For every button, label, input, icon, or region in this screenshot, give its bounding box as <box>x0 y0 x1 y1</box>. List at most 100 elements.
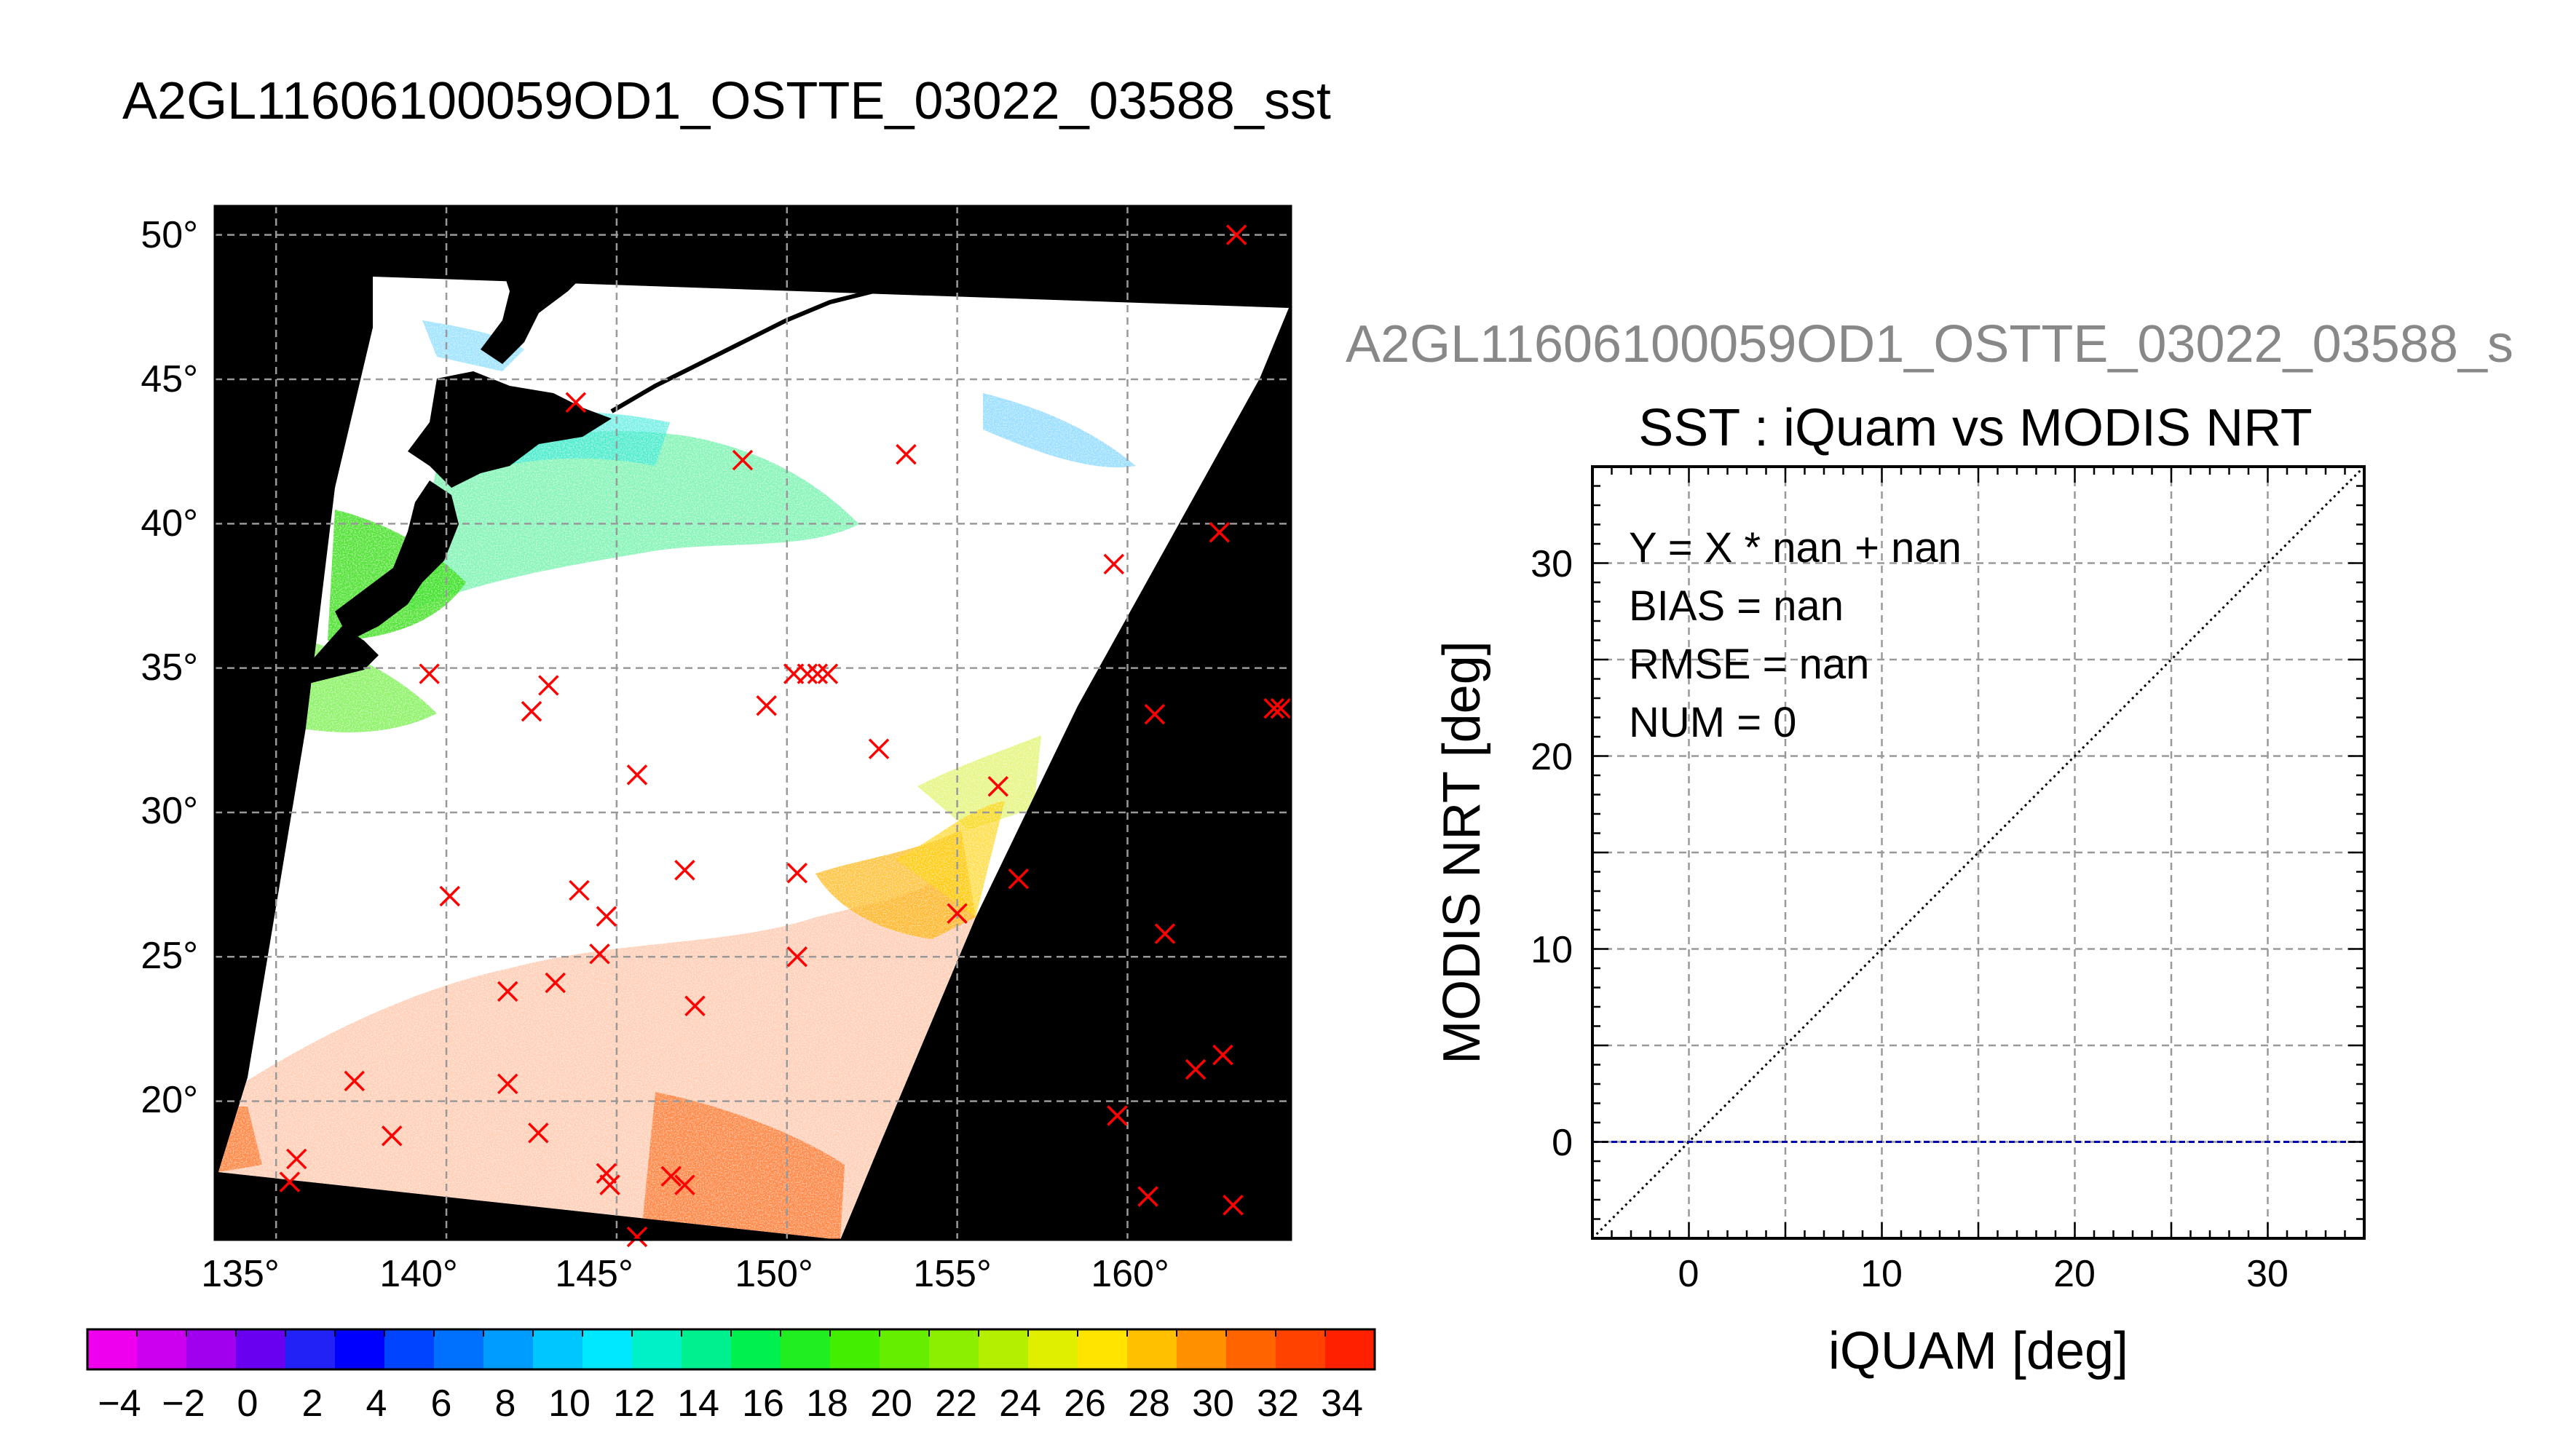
match-marker <box>596 1163 617 1184</box>
map-y-ticks: 20° 25° 30° 35° 40° 45° 50° <box>141 214 198 1121</box>
identity-line <box>1591 465 2366 1240</box>
colorbar-cell <box>1078 1329 1128 1369</box>
x-tick-label: 160° <box>1091 1253 1169 1295</box>
match-marker <box>817 663 839 684</box>
x-tick-label: 155° <box>913 1253 992 1295</box>
x-tick-label: 10 <box>1860 1253 1903 1295</box>
y-tick-label: 50° <box>141 214 198 256</box>
map-gridlines <box>215 206 1291 1240</box>
colorbar-cell <box>781 1329 831 1369</box>
y-tick-label: 30 <box>1531 543 1573 585</box>
match-marker <box>684 995 706 1016</box>
colorbar-cell <box>1276 1329 1326 1369</box>
match-marker <box>596 906 617 927</box>
match-marker <box>1225 224 1247 245</box>
match-marker <box>538 675 559 696</box>
map-frame <box>213 205 1292 1241</box>
match-marker <box>1107 1105 1128 1126</box>
colorbar-tick-label: 30 <box>1192 1382 1234 1425</box>
colorbar-cell <box>880 1329 930 1369</box>
match-marker <box>896 443 917 465</box>
colorbar-cell <box>384 1329 435 1369</box>
colorbar-tick-label: 16 <box>742 1382 784 1425</box>
match-marker <box>868 738 890 759</box>
colorbar-tick-label: 20 <box>870 1382 912 1425</box>
y-tick-label: 35° <box>141 646 198 689</box>
match-marker <box>786 863 808 884</box>
match-marker <box>756 695 777 716</box>
x-tick-label: 150° <box>735 1253 813 1295</box>
colorbar-tick-label: 22 <box>935 1382 977 1425</box>
colorbar-tick-label: 14 <box>677 1382 719 1425</box>
match-marker <box>674 860 695 881</box>
colorbar-tick-label: 34 <box>1321 1382 1363 1425</box>
colorbar-cell <box>434 1329 484 1369</box>
stats-num: NUM = 0 <box>1629 699 1796 746</box>
colorbar-cell <box>682 1329 732 1369</box>
colorbar-tick-label: 12 <box>613 1382 655 1425</box>
match-marker <box>807 663 829 684</box>
match-marker <box>599 1174 620 1195</box>
match-marker <box>439 885 460 907</box>
colorbar-cell <box>236 1329 286 1369</box>
match-marker <box>1185 1059 1207 1080</box>
land-sakhalin <box>481 206 597 364</box>
match-marker <box>987 776 1008 797</box>
match-marker <box>565 392 587 413</box>
colorbar-cell <box>830 1329 880 1369</box>
scatter-gridlines <box>1592 467 2364 1238</box>
colorbar-tick-label: 24 <box>999 1382 1041 1425</box>
colorbar-tick-label: 28 <box>1128 1382 1170 1425</box>
land-hokkaido <box>408 371 612 488</box>
colorbar-cell <box>731 1329 781 1369</box>
land-honshu-south <box>291 626 379 684</box>
match-marker <box>569 879 590 901</box>
map-x-ticks: 135° 140° 145° 150° 155° 160° <box>201 1253 1169 1295</box>
colorbar-cell <box>1325 1329 1375 1369</box>
y-tick-label: 20° <box>141 1079 198 1121</box>
page-title: A2GL11606100059OD1_OSTTE_03022_03588_sst <box>122 72 1331 130</box>
colorbar-tick-label: 18 <box>806 1382 848 1425</box>
colorbar-cell <box>137 1329 187 1369</box>
scatter-subtitle: A2GL11606100059OD1_OSTTE_03022_03588_s <box>1346 315 2513 373</box>
colorbar-cell <box>1127 1329 1177 1369</box>
colorbar-cell <box>632 1329 682 1369</box>
colorbar-tick-label: −2 <box>162 1382 205 1425</box>
stats-rmse: RMSE = nan <box>1629 641 1869 688</box>
y-tick-label: 0 <box>1552 1122 1573 1164</box>
y-tick-label: 25° <box>141 935 198 977</box>
scatter-title: SST : iQuam vs MODIS NRT <box>1638 399 2313 457</box>
colorbar-tick-label: 8 <box>495 1382 516 1425</box>
match-marker <box>1270 697 1292 719</box>
match-marker <box>381 1125 403 1147</box>
y-tick-label: 40° <box>141 502 198 545</box>
y-tick-label: 45° <box>141 358 198 400</box>
match-marker <box>1137 1186 1158 1207</box>
colorbar-tick-label: 26 <box>1064 1382 1106 1425</box>
x-axis-label: iQUAM [deg] <box>1828 1322 2128 1380</box>
x-tick-label: 30 <box>2246 1253 2289 1295</box>
y-axis-label: MODIS NRT [deg] <box>1433 641 1491 1064</box>
y-tick-label: 10 <box>1531 929 1573 971</box>
match-marker <box>1154 923 1176 944</box>
colorbar-tick-labels: −4 −2 0 2 4 6 8 10 12 14 16 18 20 22 24 … <box>98 1382 1363 1425</box>
match-marker <box>1144 703 1166 725</box>
scatter-stats: Y = X * nan + nan BIAS = nan RMSE = nan … <box>1629 524 1962 746</box>
match-marker <box>732 449 754 471</box>
match-marker <box>497 981 518 1002</box>
match-marker <box>797 663 818 684</box>
scatter-x-ticks: 0 10 20 30 <box>1678 1253 2289 1295</box>
x-tick-label: 20 <box>2053 1253 2096 1295</box>
y-tick-label: 20 <box>1531 736 1573 778</box>
land-honshu <box>335 480 459 641</box>
colorbar-tick-label: 2 <box>302 1382 323 1425</box>
match-marker <box>1008 868 1030 890</box>
match-marker <box>1103 553 1125 575</box>
colorbar-cell <box>87 1329 138 1369</box>
match-marker <box>1263 697 1284 719</box>
land-kurils <box>610 278 911 414</box>
match-marker <box>497 1073 518 1095</box>
colorbar-cell <box>1226 1329 1276 1369</box>
stats-fit: Y = X * nan + nan <box>1629 524 1962 571</box>
